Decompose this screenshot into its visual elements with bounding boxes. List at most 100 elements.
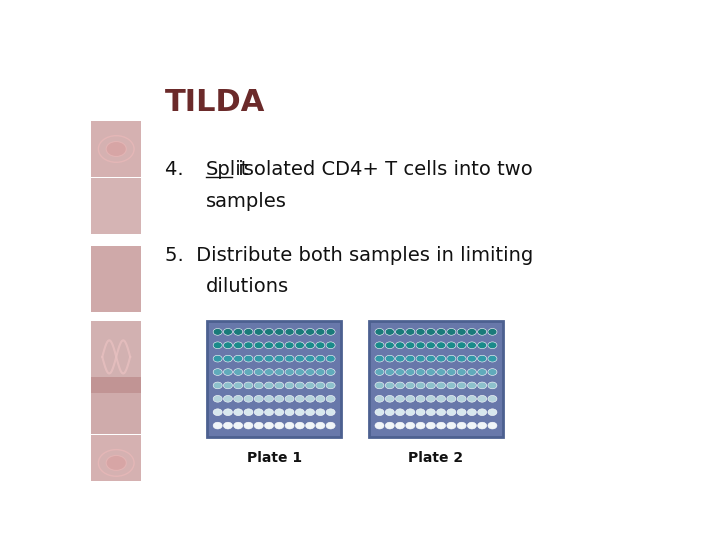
Circle shape: [447, 342, 456, 349]
Circle shape: [254, 328, 264, 335]
Circle shape: [275, 342, 284, 349]
Circle shape: [488, 395, 497, 402]
Circle shape: [467, 328, 477, 335]
Circle shape: [285, 369, 294, 375]
Circle shape: [457, 409, 466, 416]
Circle shape: [375, 369, 384, 375]
Circle shape: [436, 328, 446, 335]
Circle shape: [457, 328, 466, 335]
Circle shape: [316, 342, 325, 349]
Circle shape: [375, 409, 384, 416]
Circle shape: [395, 422, 405, 429]
Circle shape: [395, 382, 405, 389]
Circle shape: [416, 409, 425, 416]
Circle shape: [488, 422, 497, 429]
Circle shape: [406, 369, 415, 375]
Circle shape: [264, 328, 274, 335]
Circle shape: [385, 382, 395, 389]
Circle shape: [254, 355, 264, 362]
Circle shape: [305, 328, 315, 335]
Circle shape: [426, 355, 436, 362]
FancyBboxPatch shape: [207, 321, 341, 437]
Circle shape: [285, 382, 294, 389]
Circle shape: [457, 422, 466, 429]
Circle shape: [426, 422, 436, 429]
Circle shape: [406, 395, 415, 402]
Circle shape: [264, 369, 274, 375]
Circle shape: [295, 328, 305, 335]
Circle shape: [254, 422, 264, 429]
Circle shape: [488, 369, 497, 375]
FancyBboxPatch shape: [91, 321, 141, 393]
Circle shape: [447, 382, 456, 389]
Circle shape: [234, 342, 243, 349]
Text: Plate 2: Plate 2: [408, 451, 464, 465]
Circle shape: [406, 355, 415, 362]
Circle shape: [436, 342, 446, 349]
Circle shape: [264, 355, 274, 362]
Circle shape: [316, 395, 325, 402]
Circle shape: [488, 342, 497, 349]
Circle shape: [275, 422, 284, 429]
Circle shape: [416, 342, 425, 349]
Text: 5.  Distribute both samples in limiting: 5. Distribute both samples in limiting: [166, 246, 534, 265]
Circle shape: [375, 422, 384, 429]
Circle shape: [234, 409, 243, 416]
Circle shape: [416, 355, 425, 362]
Circle shape: [326, 355, 335, 362]
Circle shape: [223, 409, 233, 416]
Circle shape: [264, 409, 274, 416]
Circle shape: [326, 342, 335, 349]
Circle shape: [426, 369, 436, 375]
Circle shape: [477, 422, 487, 429]
Circle shape: [305, 382, 315, 389]
Circle shape: [275, 382, 284, 389]
Circle shape: [488, 328, 497, 335]
FancyBboxPatch shape: [91, 121, 141, 177]
Circle shape: [326, 395, 335, 402]
Circle shape: [223, 369, 233, 375]
Circle shape: [406, 382, 415, 389]
Circle shape: [457, 355, 466, 362]
Circle shape: [213, 395, 222, 402]
Circle shape: [223, 355, 233, 362]
Circle shape: [213, 342, 222, 349]
Circle shape: [244, 355, 253, 362]
Circle shape: [477, 409, 487, 416]
Circle shape: [395, 355, 405, 362]
Circle shape: [213, 369, 222, 375]
Circle shape: [295, 382, 305, 389]
Circle shape: [447, 328, 456, 335]
Circle shape: [305, 422, 315, 429]
Circle shape: [295, 409, 305, 416]
Circle shape: [477, 395, 487, 402]
Circle shape: [326, 422, 335, 429]
Circle shape: [234, 422, 243, 429]
Circle shape: [244, 369, 253, 375]
Circle shape: [375, 342, 384, 349]
Circle shape: [375, 382, 384, 389]
Circle shape: [213, 382, 222, 389]
Circle shape: [385, 355, 395, 362]
Circle shape: [477, 369, 487, 375]
Circle shape: [305, 369, 315, 375]
Circle shape: [416, 382, 425, 389]
FancyBboxPatch shape: [91, 435, 141, 491]
Circle shape: [316, 369, 325, 375]
Circle shape: [285, 342, 294, 349]
Circle shape: [416, 328, 425, 335]
Circle shape: [305, 395, 315, 402]
Circle shape: [213, 409, 222, 416]
Circle shape: [406, 342, 415, 349]
Circle shape: [244, 328, 253, 335]
Circle shape: [326, 328, 335, 335]
Text: samples: samples: [205, 192, 287, 211]
Circle shape: [254, 395, 264, 402]
Circle shape: [234, 355, 243, 362]
Circle shape: [436, 422, 446, 429]
Circle shape: [436, 409, 446, 416]
Circle shape: [295, 342, 305, 349]
Circle shape: [416, 369, 425, 375]
Circle shape: [467, 382, 477, 389]
Circle shape: [375, 395, 384, 402]
